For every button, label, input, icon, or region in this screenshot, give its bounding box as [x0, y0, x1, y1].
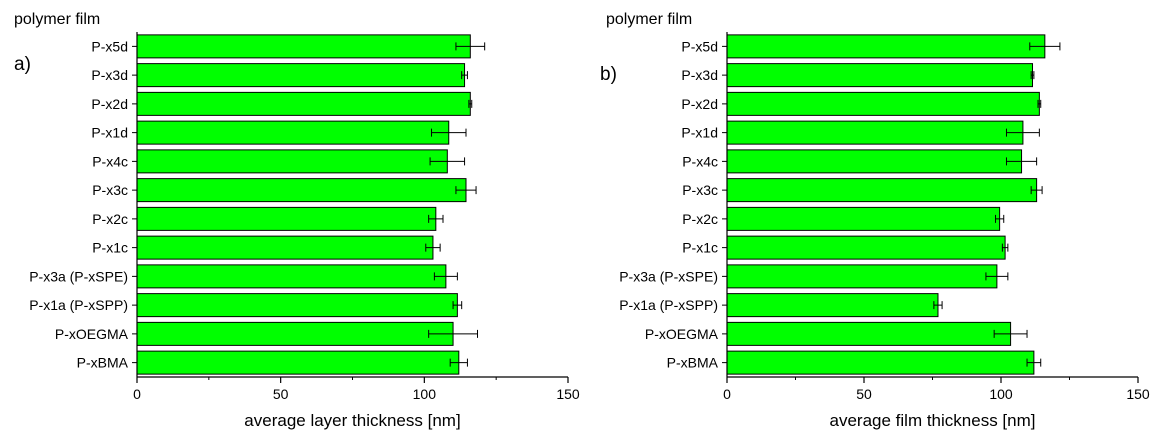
category-label-0-3: P-x1d: [91, 125, 128, 141]
error-bar-1-6: [995, 214, 1005, 223]
error-bar-1-10: [993, 329, 1028, 338]
bar-0-7: [136, 235, 434, 260]
error-bar-0-9: [452, 301, 463, 310]
y-axis-label-0: polymer film: [14, 11, 100, 28]
error-bar-0-4: [429, 157, 466, 166]
bar-1-2: [726, 91, 1040, 116]
bar-1-6: [726, 206, 1001, 231]
category-label-1-1: P-x3d: [681, 67, 718, 83]
error-bar-0-3: [431, 128, 467, 137]
category-label-1-8: P-x3a (P-xSPE): [619, 268, 718, 284]
category-label-0-1: P-x3d: [91, 67, 128, 83]
category-label-0-2: P-x2d: [91, 96, 128, 112]
bar-1-7: [726, 235, 1006, 260]
x-tick-label-1-0: 0: [723, 386, 731, 402]
category-label-0-7: P-x1c: [92, 240, 128, 256]
bar-1-4: [726, 149, 1023, 174]
bar-1-8: [726, 264, 998, 289]
category-label-1-6: P-x2c: [682, 211, 718, 227]
category-label-0-4: P-x4c: [92, 153, 128, 169]
error-bar-1-0: [1029, 42, 1061, 51]
category-label-0-11: P-xBMA: [77, 355, 129, 371]
x-tick-label-0-1: 50: [273, 386, 289, 402]
error-bar-0-8: [433, 272, 458, 281]
error-bar-0-0: [455, 42, 486, 51]
bar-0-11: [136, 350, 460, 375]
category-label-1-3: P-x1d: [681, 125, 718, 141]
category-label-0-9: P-x1a (P-xSPP): [29, 297, 128, 313]
bar-1-10: [726, 321, 1012, 346]
category-label-0-10: P-xOEGMA: [55, 326, 129, 342]
category-label-0-8: P-x3a (P-xSPE): [29, 268, 128, 284]
bar-1-1: [726, 63, 1034, 88]
chart-panel-a: P-x5d P-x3d P-x2d P-x1d P-x4c P-x3c P-x2c P-x1c…: [14, 11, 580, 430]
category-label-1-11: P-xBMA: [667, 355, 719, 371]
bar-1-5: [726, 178, 1038, 203]
error-bar-0-1: [461, 71, 468, 80]
x-tick-label-0-3: 150: [556, 386, 580, 402]
bar-1-3: [726, 120, 1024, 145]
bar-1-9: [726, 293, 939, 318]
bar-0-3: [136, 120, 450, 145]
error-bar-1-4: [1005, 157, 1038, 166]
error-bar-1-9: [933, 301, 943, 310]
error-bar-1-7: [1001, 243, 1009, 252]
category-label-1-2: P-x2d: [681, 96, 718, 112]
error-bar-1-5: [1030, 186, 1043, 195]
error-bar-1-3: [1005, 128, 1040, 137]
error-bar-0-2: [468, 99, 473, 108]
x-tick-label-1-2: 100: [989, 386, 1013, 402]
x-tick-label-0-2: 100: [413, 386, 437, 402]
bar-0-1: [136, 63, 466, 88]
y-axis-label-1: polymer film: [606, 11, 692, 28]
category-label-1-7: P-x1c: [682, 240, 718, 256]
error-bar-0-5: [455, 186, 477, 195]
error-bar-0-11: [449, 358, 468, 367]
bar-1-0: [726, 34, 1046, 59]
bar-0-9: [136, 293, 458, 318]
x-axis-label-1: average film thickness [nm]: [830, 411, 1036, 430]
panel-label-1: b): [600, 64, 617, 85]
category-label-0-6: P-x2c: [92, 211, 128, 227]
x-tick-label-1-3: 150: [1126, 386, 1150, 402]
error-bar-1-2: [1037, 99, 1042, 108]
bar-0-2: [136, 91, 471, 116]
category-label-0-5: P-x3c: [92, 182, 128, 198]
error-bar-0-10: [428, 329, 478, 338]
bar-0-6: [136, 206, 437, 231]
bar-0-4: [136, 149, 448, 174]
bar-0-0: [136, 34, 471, 59]
category-label-1-4: P-x4c: [682, 153, 718, 169]
panel-label-0: a): [14, 54, 31, 75]
category-label-1-0: P-x5d: [681, 38, 718, 54]
error-bar-1-1: [1030, 71, 1035, 80]
error-bar-1-11: [1026, 358, 1042, 367]
error-bar-1-8: [985, 272, 1009, 281]
category-label-1-10: P-xOEGMA: [645, 326, 719, 342]
chart-panel-b: P-x5d P-x3d P-x2d P-x1d P-x4c P-x3c P-x2c P-x1c…: [600, 11, 1150, 430]
x-axis-label-0: average layer thickness [nm]: [244, 411, 460, 430]
error-bar-0-7: [425, 243, 441, 252]
bar-0-5: [136, 178, 467, 203]
bar-0-10: [136, 321, 454, 346]
x-tick-label-0-0: 0: [133, 386, 141, 402]
error-bar-0-6: [428, 214, 444, 223]
category-label-1-9: P-x1a (P-xSPP): [619, 297, 718, 313]
category-label-0-0: P-x5d: [91, 38, 128, 54]
bar-0-8: [136, 264, 447, 289]
x-tick-label-1-1: 50: [856, 386, 872, 402]
category-label-1-5: P-x3c: [682, 182, 718, 198]
bar-1-11: [726, 350, 1035, 375]
